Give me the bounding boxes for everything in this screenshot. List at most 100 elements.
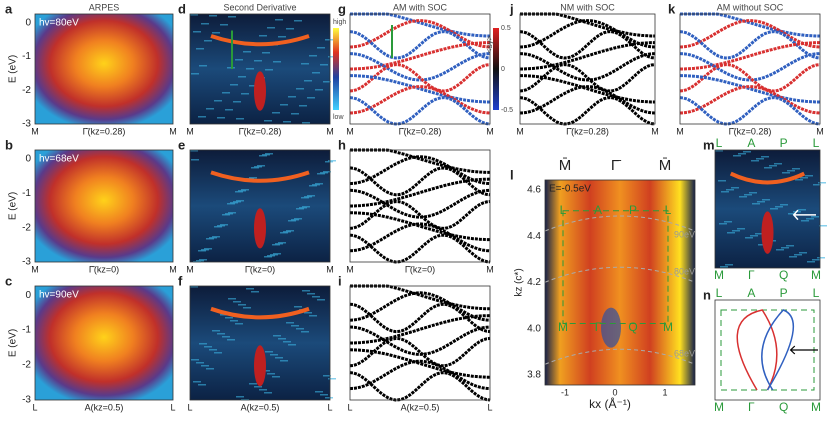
noise: [286, 322, 294, 324]
noise: [294, 218, 302, 220]
noise: [294, 306, 302, 308]
point-label: P: [629, 203, 637, 217]
energy-label: 90eV: [674, 230, 695, 240]
noise: [720, 266, 728, 268]
y-tick-label: -3: [22, 257, 31, 268]
colorbar-label: low: [333, 114, 344, 121]
panel-title: AM with SOC: [393, 2, 448, 12]
noise: [782, 172, 790, 174]
panel-frame: [34, 13, 174, 125]
noise: [302, 290, 310, 292]
noise: [212, 236, 220, 238]
noise: [798, 209, 806, 211]
noise: [323, 171, 331, 173]
x-tick-label: M: [486, 126, 494, 136]
band: [519, 96, 656, 126]
noise: [230, 320, 238, 322]
noise: [317, 47, 325, 49]
noise: [228, 298, 236, 300]
feature: [254, 208, 266, 249]
noise: [320, 394, 328, 396]
x-tick-label: Γ̄(kz=0.28): [239, 126, 282, 136]
noise: [225, 213, 233, 215]
noise: [275, 357, 283, 359]
y-axis-label: E (eV): [8, 192, 19, 220]
band: [520, 74, 655, 104]
panel-frame: [714, 299, 821, 401]
noise: [204, 248, 212, 250]
noise: [813, 184, 821, 186]
panel-letter: d: [178, 1, 186, 16]
energy-contour: [544, 348, 696, 365]
panel-inset: hv=90eV: [39, 290, 79, 301]
noise: [758, 244, 766, 246]
panel-frame: [349, 149, 491, 263]
noise: [769, 165, 777, 167]
colorbar-label: 0.5: [501, 25, 511, 32]
x-tick-label: M: [346, 264, 354, 274]
noise: [315, 391, 323, 393]
point-label: L: [813, 136, 820, 150]
panel-letter: j: [509, 1, 514, 16]
noise: [259, 155, 267, 157]
point-label: A: [747, 286, 755, 300]
noise: [238, 304, 246, 306]
feature: [210, 306, 310, 320]
noise: [775, 206, 783, 208]
noise: [265, 69, 273, 71]
x-tick-label: L: [170, 402, 175, 412]
noise: [315, 89, 323, 91]
top-label: M̄: [559, 157, 572, 174]
noise: [201, 365, 209, 367]
noise: [241, 189, 249, 191]
noise: [233, 301, 241, 303]
noise: [217, 333, 225, 335]
noise: [764, 167, 772, 169]
band: [349, 63, 491, 93]
noise: [196, 362, 204, 364]
arpes-map: [35, 286, 173, 400]
x-tick-label: L: [487, 402, 492, 412]
band: [349, 222, 491, 253]
noise: [214, 100, 222, 102]
noise: [190, 150, 198, 152]
panel-letter: n: [703, 287, 711, 302]
band: [349, 291, 491, 322]
noise: [757, 201, 765, 203]
panel-frame: [679, 13, 821, 125]
band: [349, 19, 491, 49]
y-tick-label: -2: [22, 360, 31, 371]
band: [350, 148, 490, 174]
point-label: M: [811, 268, 821, 282]
y-tick-label: 4.6: [527, 185, 541, 196]
y-axis-label: E (eV): [8, 329, 19, 357]
x-tick-label: M: [186, 126, 194, 136]
noise: [309, 315, 317, 317]
feature: [761, 211, 774, 254]
energy-contour: [544, 215, 696, 232]
noise: [320, 172, 328, 174]
x-tick-label: Γ̄(kz=0.28): [83, 126, 126, 136]
x-tick-label: 0: [612, 387, 617, 397]
noise: [296, 328, 304, 330]
noise: [220, 224, 228, 226]
x-axis-label: kx (Å⁻¹): [589, 396, 631, 411]
panel-letter: g: [338, 1, 346, 16]
y-tick-label: 4.0: [527, 323, 541, 334]
band: [520, 41, 655, 71]
point-label: L: [813, 286, 820, 300]
noise: [795, 179, 803, 181]
noise: [800, 177, 808, 179]
noise: [264, 392, 272, 394]
noise: [262, 370, 270, 372]
noise: [302, 122, 310, 124]
noise: [307, 97, 315, 99]
x-tick-label: -1: [561, 387, 569, 397]
noise: [299, 207, 307, 209]
noise: [254, 386, 262, 388]
x-tick-label: M: [676, 126, 684, 136]
noise: [750, 235, 758, 237]
panel-letter: i: [338, 273, 342, 288]
noise: [301, 197, 309, 199]
